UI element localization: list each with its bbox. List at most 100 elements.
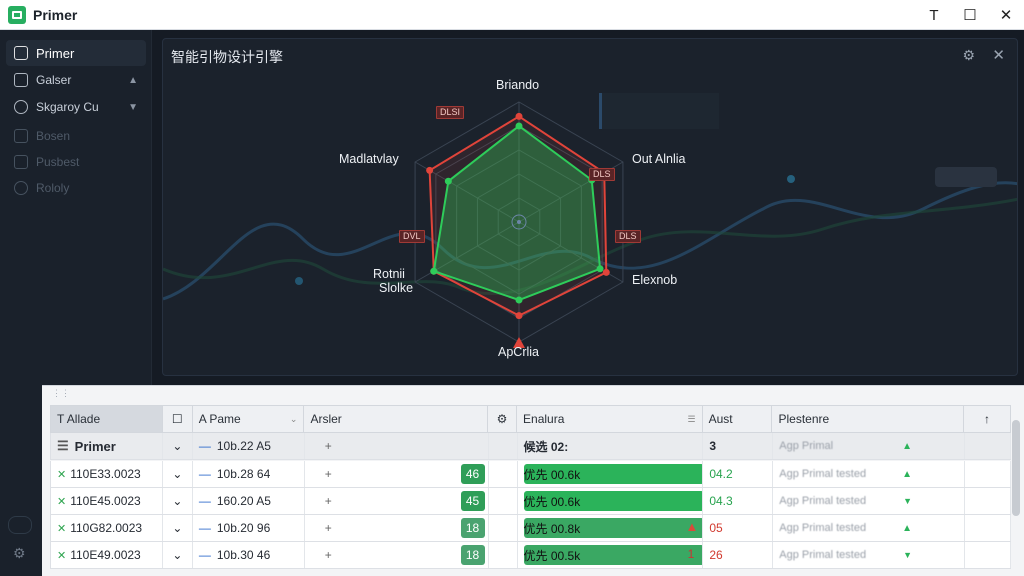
gear-icon: ⚙ <box>496 412 508 426</box>
plus-icon[interactable]: + <box>324 494 332 508</box>
app-title: Primer <box>33 6 78 23</box>
row-id-cell: ✕ 110E49.0023 <box>51 542 163 568</box>
row-id: 110E45.0023 <box>70 494 141 508</box>
radar-point <box>515 122 523 130</box>
row-priority-bar-cell: 优先 00.8k ▲ <box>518 515 704 541</box>
trend-line-green <box>163 197 1017 296</box>
maximize-button[interactable]: ☐ <box>963 7 977 24</box>
panel-close-icon[interactable]: ✕ <box>992 47 1005 64</box>
plus-icon[interactable]: + <box>324 548 332 562</box>
row-aust-cell: 26 <box>703 542 774 568</box>
expand-chevron-icon[interactable]: ⌄ <box>163 542 193 568</box>
x-icon: ✕ <box>57 495 67 508</box>
table-header: T Allade ☐ A Pame ⌄ Arsler ⚙ Enalura ☰ Aus… <box>50 405 1011 433</box>
table-row[interactable]: ✕ 110E45.0023 ⌄ — 160.20 A5 +45 优先 00.6k 0… <box>50 488 1012 515</box>
sidebar-item-pusbest[interactable]: Pusbest <box>6 149 146 175</box>
row-pleste: Agp Primal tested <box>779 495 867 507</box>
panel-title: 智能引物设计引擎 <box>171 49 283 65</box>
row-pleste-cell: Agp Primal tested ▲ <box>773 515 966 541</box>
plus-icon[interactable]: + <box>324 521 332 535</box>
group-pleste: Agp Primal <box>779 440 834 452</box>
pin-button[interactable]: T <box>929 6 939 24</box>
expand-chevron-icon[interactable]: ⌄ <box>163 461 193 487</box>
column-settings-icon[interactable]: ⚙ <box>488 406 518 432</box>
arrow-up-icon: ↑ <box>984 412 991 426</box>
checkbox-icon: ☐ <box>171 412 183 426</box>
expand-chevron-icon[interactable]: ⌄ <box>163 433 193 459</box>
row-pleste: Agp Primal tested <box>779 549 867 561</box>
background-badge <box>935 167 997 187</box>
sidebar-item-label: Pusbest <box>36 155 80 169</box>
panel-gear-icon[interactable]: ⚙ <box>962 47 975 63</box>
radar-axis-label-top: Briando <box>496 78 540 92</box>
file-icon <box>14 155 28 169</box>
column-header-pame[interactable]: A Pame ⌄ <box>193 406 305 432</box>
chevron-up-icon[interactable]: ▲ <box>128 74 138 86</box>
close-button[interactable]: ✕ <box>999 7 1013 24</box>
plus-icon[interactable]: + <box>324 439 332 453</box>
drag-handle-icon[interactable]: ⋮⋮ <box>52 388 70 398</box>
column-header-plestenre[interactable]: Plestenre <box>772 406 965 432</box>
sidebar-item-primer[interactable]: Primer <box>6 40 146 66</box>
table-row[interactable]: ✕ 110G82.0023 ⌄ —10b.20 96 +18 优先 00.8k ▲ … <box>50 515 1012 542</box>
sidebar-item-skgaroy[interactable]: Skgaroy Cu ▼ <box>6 94 146 120</box>
title-bar: Primer T ☐ ✕ <box>0 0 1024 30</box>
priority-bar-label: 优先 00.8k <box>523 521 581 536</box>
row-pame-cell: — 10b.20 96 <box>193 515 305 541</box>
primer-design-panel: 智能引物设计引擎 ⚙ ✕ Briando Out Alnlia Elexnob … <box>162 38 1018 376</box>
sidebar-item-galser[interactable]: Galser ▲ <box>6 67 146 93</box>
table-row[interactable]: ✕ 110E33.0023 ⌄ — 10b.28 64 +46 优先 00.6k 0… <box>50 461 1012 488</box>
radar-point <box>515 112 523 120</box>
plus-icon[interactable]: + <box>324 467 332 481</box>
expand-chevron-icon[interactable]: ⌄ <box>163 488 193 514</box>
sidebar-item-rololy[interactable]: Rololy <box>6 175 146 201</box>
group-arsler-cell: + <box>305 433 489 459</box>
row-id-cell: ✕ 110E45.0023 <box>51 488 163 514</box>
sidebar-item-bosen[interactable]: Bosen <box>6 123 146 149</box>
row-priority-bar-cell: 优先 00.5k 1 <box>518 542 704 568</box>
vertical-scrollbar[interactable] <box>1012 420 1020 516</box>
center-target-dot <box>517 220 521 224</box>
row-arsler-cell: +18 <box>305 515 489 541</box>
radar-point <box>430 267 438 275</box>
group-name-cell: ☰ Primer <box>51 433 163 459</box>
x-icon: ✕ <box>57 549 67 562</box>
sidebar-item-label: Primer <box>36 45 75 61</box>
select-all-checkbox[interactable]: ☐ <box>163 406 193 432</box>
group-enalura-cell: 候选 02: <box>518 433 704 459</box>
radar-axis-label-top-right: Out Alnlia <box>632 152 686 166</box>
table-row[interactable]: ✕ 110E49.0023 ⌄ —10b.30 46 +18 优先 00.5k 1 … <box>50 542 1012 569</box>
expand-chevron-icon[interactable]: ⌄ <box>163 515 193 541</box>
row-id-cell: ✕ 110G82.0023 <box>51 515 163 541</box>
priority-bar-label: 优先 00.5k <box>523 548 581 563</box>
table-group-row[interactable]: ☰ Primer ⌄ — 10b.22 A5 + 候选 02: 3 Agp Prim… <box>50 433 1012 460</box>
column-header-allade[interactable]: T Allade <box>51 406 163 432</box>
row-arsler-cell: +46 <box>305 461 489 487</box>
dash-icon: — <box>198 467 211 481</box>
row-id: 110E49.0023 <box>70 548 141 562</box>
row-spacer-cell <box>489 542 518 568</box>
sort-up-button[interactable]: ↑ <box>964 406 1010 432</box>
chevron-down-icon[interactable]: ▼ <box>128 101 138 113</box>
toggle-icon[interactable] <box>8 516 32 534</box>
trend-line-blue <box>163 181 1017 301</box>
row-priority-bar-cell: 优先 00.6k <box>518 461 704 487</box>
row-pleste: Agp Primal tested <box>779 522 867 534</box>
column-header-enalura[interactable]: Enalura ☰ <box>517 406 703 432</box>
row-pame: 10b.20 96 <box>216 521 271 535</box>
column-header-arsler[interactable]: Arsler <box>304 406 489 432</box>
settings-gear-icon[interactable]: ⚙ <box>13 545 26 561</box>
group-pleste-cell: Agp Primal ▲ <box>773 433 966 459</box>
radar-point <box>515 312 523 320</box>
arrow-icon: ▼ <box>903 496 913 506</box>
column-header-aust[interactable]: Aust <box>703 406 773 432</box>
row-spacer-cell <box>489 488 518 514</box>
group-pame: 10b.22 A5 <box>216 439 271 453</box>
column-header-label: Enalura <box>523 412 565 426</box>
settings-icon <box>14 181 28 195</box>
center-target-icon <box>511 214 527 230</box>
window-controls: T ☐ ✕ <box>916 0 1024 30</box>
radar-tag: DLSI <box>436 106 465 119</box>
radar-axis-label-top-left: Madlatvlay <box>339 152 399 166</box>
group-end-cell <box>965 433 1012 459</box>
